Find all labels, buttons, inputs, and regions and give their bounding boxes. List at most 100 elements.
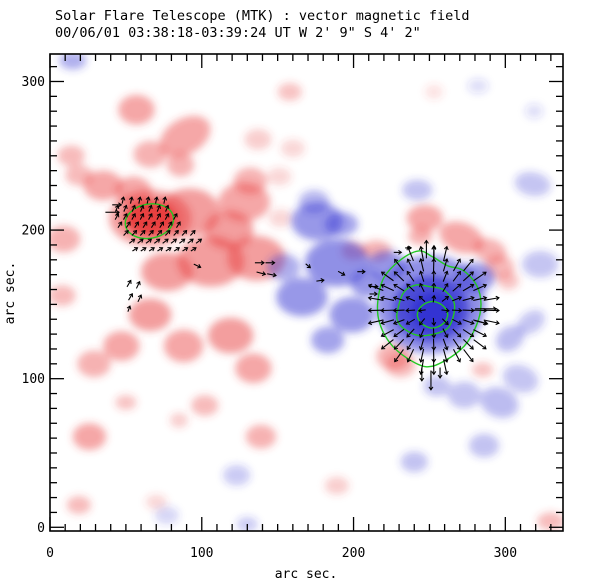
positive-flux-blob [245, 424, 277, 449]
negative-flux-blob [324, 212, 359, 237]
positive-flux-blob [83, 170, 123, 201]
positive-flux-blob [159, 115, 211, 158]
field-vector [462, 319, 475, 326]
field-vector [156, 204, 162, 212]
field-vector [441, 308, 450, 313]
field-vector [452, 318, 462, 325]
field-vector [442, 282, 449, 293]
negative-flux-blob [522, 250, 559, 278]
positive-flux-blob [406, 204, 444, 232]
field-vector [380, 339, 394, 350]
field-vector [392, 295, 405, 302]
x-tick-label: 300 [494, 546, 517, 561]
field-vector [442, 328, 449, 339]
red-spot-contour [124, 203, 175, 240]
positive-flux-blob [324, 476, 349, 495]
field-vector [170, 238, 178, 244]
field-vector [137, 294, 143, 303]
x-axis-label: arc sec. [275, 567, 338, 582]
field-vector [380, 283, 394, 292]
y-tick-label: 300 [22, 75, 45, 90]
field-vector [463, 258, 474, 272]
positive-flux-blob [424, 84, 444, 100]
field-vector [418, 338, 425, 351]
field-vector [474, 319, 489, 326]
field-vector [173, 229, 179, 236]
field-vector [164, 212, 170, 220]
field-vector [337, 270, 346, 276]
positive-flux-blob [163, 329, 204, 363]
x-tick-label: 100 [190, 546, 213, 561]
field-vector [419, 282, 425, 293]
field-vector [431, 317, 437, 327]
negative-flux-blob [467, 78, 489, 94]
positive-flux-blob [50, 225, 81, 253]
field-vector [462, 338, 474, 350]
field-vector [128, 292, 134, 301]
positive-flux-blob [115, 395, 137, 410]
field-vector [442, 348, 449, 363]
field-vector [452, 258, 461, 272]
field-vector [442, 270, 449, 282]
field-vector [462, 271, 474, 282]
field-vector [165, 247, 172, 252]
negative-flux-blob [267, 253, 301, 281]
positive-flux-blob [280, 139, 305, 158]
negative-flux-blob [468, 433, 500, 458]
negative-flux-blob [304, 239, 369, 287]
plot-frame [49, 53, 564, 532]
field-vector [162, 238, 169, 244]
positive-flux-blob [439, 221, 484, 254]
transverse-field-vectors [105, 196, 500, 391]
field-vector [393, 338, 405, 350]
field-vector [173, 247, 181, 252]
positive-flux-blob [145, 494, 167, 510]
negative-flux-blob [276, 277, 328, 317]
field-vector [441, 318, 449, 326]
figure-subtitle: 00/06/01 03:38:18-03:39:24 UT W 2' 9" S … [55, 25, 421, 41]
field-vector [134, 221, 139, 229]
field-vector [483, 295, 500, 301]
field-vector [157, 247, 164, 252]
field-vector [148, 204, 153, 212]
field-vector [394, 258, 404, 272]
field-vector [164, 204, 170, 212]
field-vector [123, 204, 128, 212]
x-tick-label: 0 [46, 546, 54, 561]
field-vector [441, 296, 450, 302]
field-vector [114, 212, 120, 220]
field-vector [380, 295, 395, 301]
positive-flux-blob [50, 285, 76, 306]
field-vector [125, 221, 131, 229]
field-vector [140, 247, 147, 252]
x-tick-label: 200 [342, 546, 365, 561]
field-vector [452, 295, 463, 302]
field-vector [137, 238, 144, 244]
blue-spot-contour [396, 284, 456, 337]
field-vector [405, 308, 416, 313]
tick-labels: 0 100 200 300 0 100 200 300 [22, 75, 518, 561]
negative-flux-blob [154, 506, 180, 525]
field-vector [135, 280, 141, 289]
field-vector [405, 295, 416, 302]
field-vector [473, 295, 488, 301]
positive-flux-blob [103, 331, 140, 361]
blue-spot-contour [376, 250, 482, 368]
negative-flux-blob [423, 375, 451, 397]
negative-flux-blob [59, 54, 87, 70]
field-vector [406, 283, 415, 292]
negative-flux-blob [480, 386, 519, 418]
positive-flux-blob [235, 353, 272, 384]
positive-flux-blob [244, 129, 272, 150]
field-vector [131, 204, 136, 212]
field-vector [452, 338, 461, 351]
field-vector [142, 221, 148, 229]
positive-flux-blob [497, 271, 519, 290]
positive-flux-blob [267, 167, 292, 186]
field-vector [128, 196, 134, 204]
negative-flux-blob [298, 189, 330, 214]
positive-flux-blob [141, 252, 193, 292]
positive-flux-blob [385, 353, 416, 378]
field-vector [392, 319, 405, 325]
